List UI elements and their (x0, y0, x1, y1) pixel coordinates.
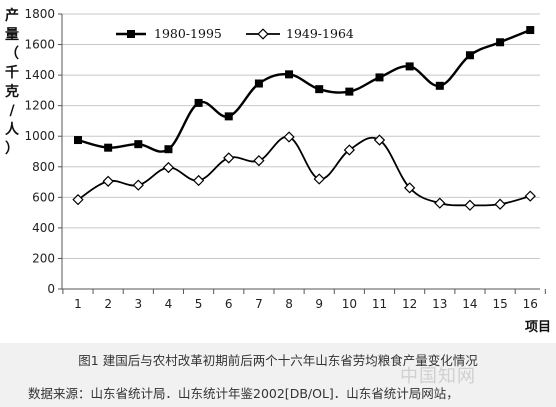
legend-label-0: 1980-1995 (154, 26, 222, 41)
data-point-square (375, 73, 384, 82)
x-tick-label: 9 (315, 297, 323, 311)
data-point-square (435, 81, 444, 90)
y-tick-label: 400 (32, 221, 55, 235)
data-point-diamond (192, 174, 205, 187)
y-axis-label-char: （ (5, 46, 19, 62)
axes (61, 14, 540, 290)
caption-area (0, 343, 556, 407)
legend-marker-0 (127, 30, 135, 38)
watermark: 中国知网 (400, 366, 476, 387)
figure-caption: 图1 建国后与农村改革初期前后两个十六年山东省劳均粮食产量变化情况 (78, 353, 478, 368)
legend-label-1: 1949-1964 (286, 26, 354, 41)
data-point-square (224, 112, 233, 121)
data-point-diamond (102, 175, 114, 187)
y-tick-label: 200 (32, 251, 55, 265)
y-tick-label: 1000 (24, 129, 55, 143)
data-point-diamond (404, 182, 416, 194)
x-tick-label: 14 (462, 297, 477, 311)
x-tick-label: 12 (402, 297, 417, 311)
series-markers (72, 26, 536, 211)
data-point-square (526, 26, 535, 35)
data-point-diamond (283, 131, 295, 143)
data-point-square (104, 143, 113, 152)
data-point-square (465, 51, 474, 60)
x-axis-label: 项目 (525, 320, 551, 335)
data-point-diamond (162, 161, 175, 174)
series-lines (77, 28, 531, 207)
x-tick-label: 15 (492, 297, 507, 311)
data-point-square (285, 70, 294, 79)
y-tick-label: 1400 (24, 68, 55, 82)
x-tick-label: 8 (285, 297, 293, 311)
data-point-diamond (343, 144, 355, 156)
data-point-square (164, 145, 173, 154)
data-point-square (254, 79, 263, 88)
data-point-square (496, 38, 505, 47)
y-tick-label: 1600 (24, 38, 55, 52)
x-tick-label: 10 (342, 297, 357, 311)
x-tick-label: 7 (255, 297, 263, 311)
y-axis-label-char: 产 (5, 7, 19, 24)
data-point-square (405, 62, 414, 71)
y-axis-label-char: 量 (5, 27, 19, 43)
y-axis-label-char: 克 (5, 83, 19, 100)
y-tick-label: 600 (32, 190, 55, 204)
y-axis-label: 产量 （ 千克 / 人 ） (5, 7, 20, 157)
series-line-1 (77, 136, 531, 207)
x-tick-label: 4 (165, 297, 173, 311)
data-point-diamond (72, 193, 84, 206)
x-tick-label: 13 (432, 297, 447, 311)
data-point-square (315, 85, 324, 94)
data-point-diamond (253, 155, 265, 167)
x-tick-label: 5 (195, 297, 203, 311)
x-tick-label: 16 (523, 297, 538, 311)
x-tick-label: 11 (372, 297, 387, 311)
data-point-square (134, 140, 143, 149)
y-tick-label: 800 (32, 160, 55, 174)
data-source: 数据来源：山东省统计局．山东统计年鉴2002[DB/OL]．山东省统计局网站， (28, 386, 459, 401)
x-tick-label: 6 (225, 297, 233, 311)
data-point-square (74, 136, 82, 145)
data-point-square (194, 98, 203, 107)
y-tick-label: 1800 (24, 7, 55, 21)
x-tick-label: 2 (104, 297, 112, 311)
y-axis-label-char: 人 (5, 121, 20, 138)
data-point-diamond (313, 173, 325, 185)
x-tick-label: 1 (74, 297, 82, 311)
y-axis-label-char: ） (5, 141, 19, 157)
data-point-diamond (223, 152, 235, 164)
data-point-diamond (524, 190, 536, 202)
series-line-0 (77, 28, 531, 153)
data-point-diamond (132, 179, 144, 191)
data-point-diamond (373, 134, 386, 146)
gridlines (62, 13, 540, 259)
y-tick-label: 1200 (24, 99, 55, 113)
y-tick-label: 0 (47, 282, 55, 296)
y-axis-label-char: / (9, 103, 15, 119)
y-axis-label-char: 千 (5, 64, 19, 81)
data-point-square (345, 87, 354, 96)
x-tick-label: 3 (134, 297, 142, 311)
legend: 1980-1995 1949-1964 (116, 26, 354, 41)
data-point-diamond (464, 199, 476, 211)
y-tick-labels: 0 200 400 600 800 1000 1200 1400 1600 1800 (24, 7, 62, 296)
data-point-diamond (434, 197, 446, 209)
x-tick-labels: 1 2 3 4 5 6 7 8 9 10 11 12 13 14 15 16 (62, 289, 546, 311)
legend-marker-1 (257, 28, 269, 40)
data-point-diamond (494, 198, 506, 210)
